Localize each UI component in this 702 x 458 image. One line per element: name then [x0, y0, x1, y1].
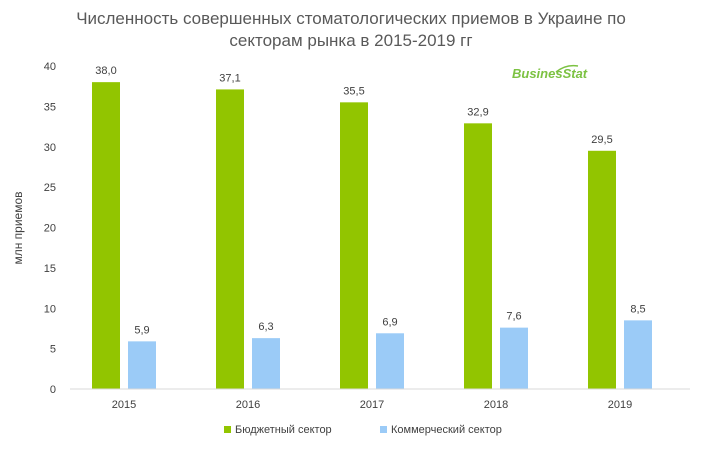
- bar-commercial-2018: [500, 327, 528, 389]
- y-tick-label: 5: [50, 344, 56, 356]
- y-tick-label: 30: [44, 142, 56, 154]
- watermark-swoosh-icon: [555, 64, 579, 73]
- legend-swatch: [224, 426, 231, 433]
- data-label: 7,6: [506, 311, 521, 323]
- data-label: 6,3: [258, 321, 273, 333]
- y-axis: 0 5 10 15 20 25 30 35 40: [44, 61, 56, 396]
- bar-budget-2017: [340, 102, 368, 390]
- legend: Бюджетный сектор Коммерческий сектор: [224, 424, 502, 436]
- chart-title: Численность совершенных стоматологически…: [0, 8, 702, 52]
- x-tick-label: 2017: [360, 399, 384, 411]
- watermark-logo: BusinesStat: [512, 64, 588, 81]
- y-tick-label: 10: [44, 303, 56, 315]
- x-axis-ticks: 2015 2016 2017 2018 2019: [112, 399, 632, 411]
- data-label: 6,9: [382, 316, 397, 328]
- y-tick-label: 35: [44, 101, 56, 113]
- chart-title-line-2: секторам рынка в 2015-2019 гг: [229, 31, 473, 50]
- data-labels-group: 38,0 5,9 37,1 6,3 35,5 6,9 32,9 7,6 29,5 8,5: [95, 65, 645, 336]
- y-axis-title: млн приемов: [11, 191, 25, 264]
- y-tick-label: 25: [44, 182, 56, 194]
- watermark-text: BusinesStat: [512, 66, 588, 81]
- bar-budget-2019: [588, 150, 616, 389]
- data-label: 35,5: [343, 85, 364, 97]
- y-tick-label: 15: [44, 263, 56, 275]
- y-tick-label: 20: [44, 223, 56, 235]
- data-label: 32,9: [467, 106, 488, 118]
- bar-budget-2016: [216, 89, 244, 389]
- y-tick-label: 0: [50, 384, 56, 396]
- chart-title-line-1: Численность совершенных стоматологически…: [76, 9, 626, 28]
- legend-swatch: [380, 426, 387, 433]
- data-label: 37,1: [219, 72, 240, 84]
- bars-group: [92, 82, 652, 390]
- data-label: 8,5: [630, 303, 645, 315]
- bar-commercial-2016: [252, 338, 280, 389]
- data-label: 5,9: [134, 324, 149, 336]
- bar-commercial-2015: [128, 341, 156, 389]
- y-tick-label: 40: [44, 61, 56, 73]
- data-label: 29,5: [591, 134, 612, 146]
- bar-commercial-2017: [376, 333, 404, 389]
- x-tick-label: 2019: [608, 399, 632, 411]
- x-tick-label: 2016: [236, 399, 260, 411]
- bar-budget-2015: [92, 82, 120, 390]
- x-tick-label: 2018: [484, 399, 508, 411]
- bar-budget-2018: [464, 123, 492, 390]
- data-label: 38,0: [95, 65, 116, 77]
- x-tick-label: 2015: [112, 399, 136, 411]
- legend-label: Коммерческий сектор: [391, 424, 502, 436]
- bar-commercial-2019: [624, 320, 652, 389]
- legend-label: Бюджетный сектор: [235, 424, 332, 436]
